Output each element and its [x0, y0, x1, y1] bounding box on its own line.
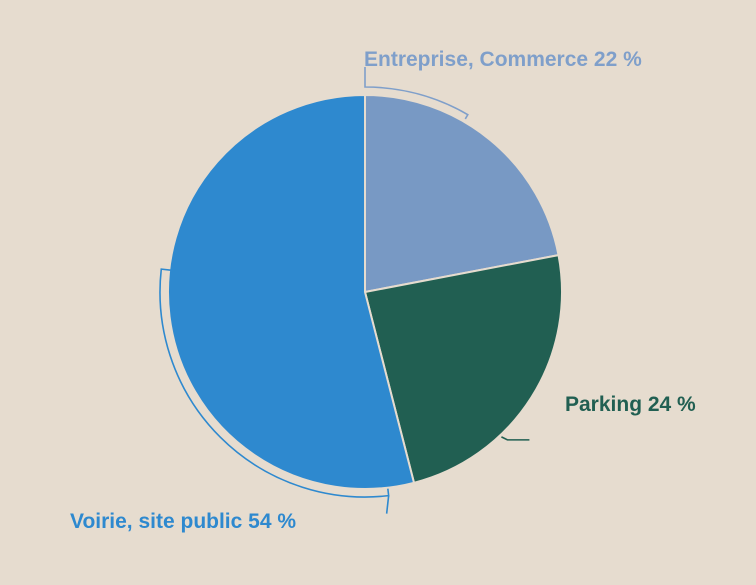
pie-slices	[167, 93, 563, 490]
label-voirie-site-public: Voirie, site public 54 %	[70, 510, 296, 533]
slice-parking	[363, 253, 563, 485]
slice-voirie-site-public	[167, 93, 416, 490]
label-parking: Parking 24 %	[565, 393, 696, 416]
leader-voirie-site-public	[159, 268, 390, 498]
label-entreprise-commerce: Entreprise, Commerce 22 %	[364, 48, 642, 71]
label-leaders	[159, 67, 530, 514]
slice-entreprise-commerce	[364, 93, 560, 294]
slice-labels: Entreprise, Commerce 22 % Parking 24 % V…	[70, 48, 696, 533]
leader-parking	[501, 436, 530, 441]
leader-voirie-site-public	[385, 495, 390, 514]
leader-entreprise-commerce	[364, 67, 469, 120]
